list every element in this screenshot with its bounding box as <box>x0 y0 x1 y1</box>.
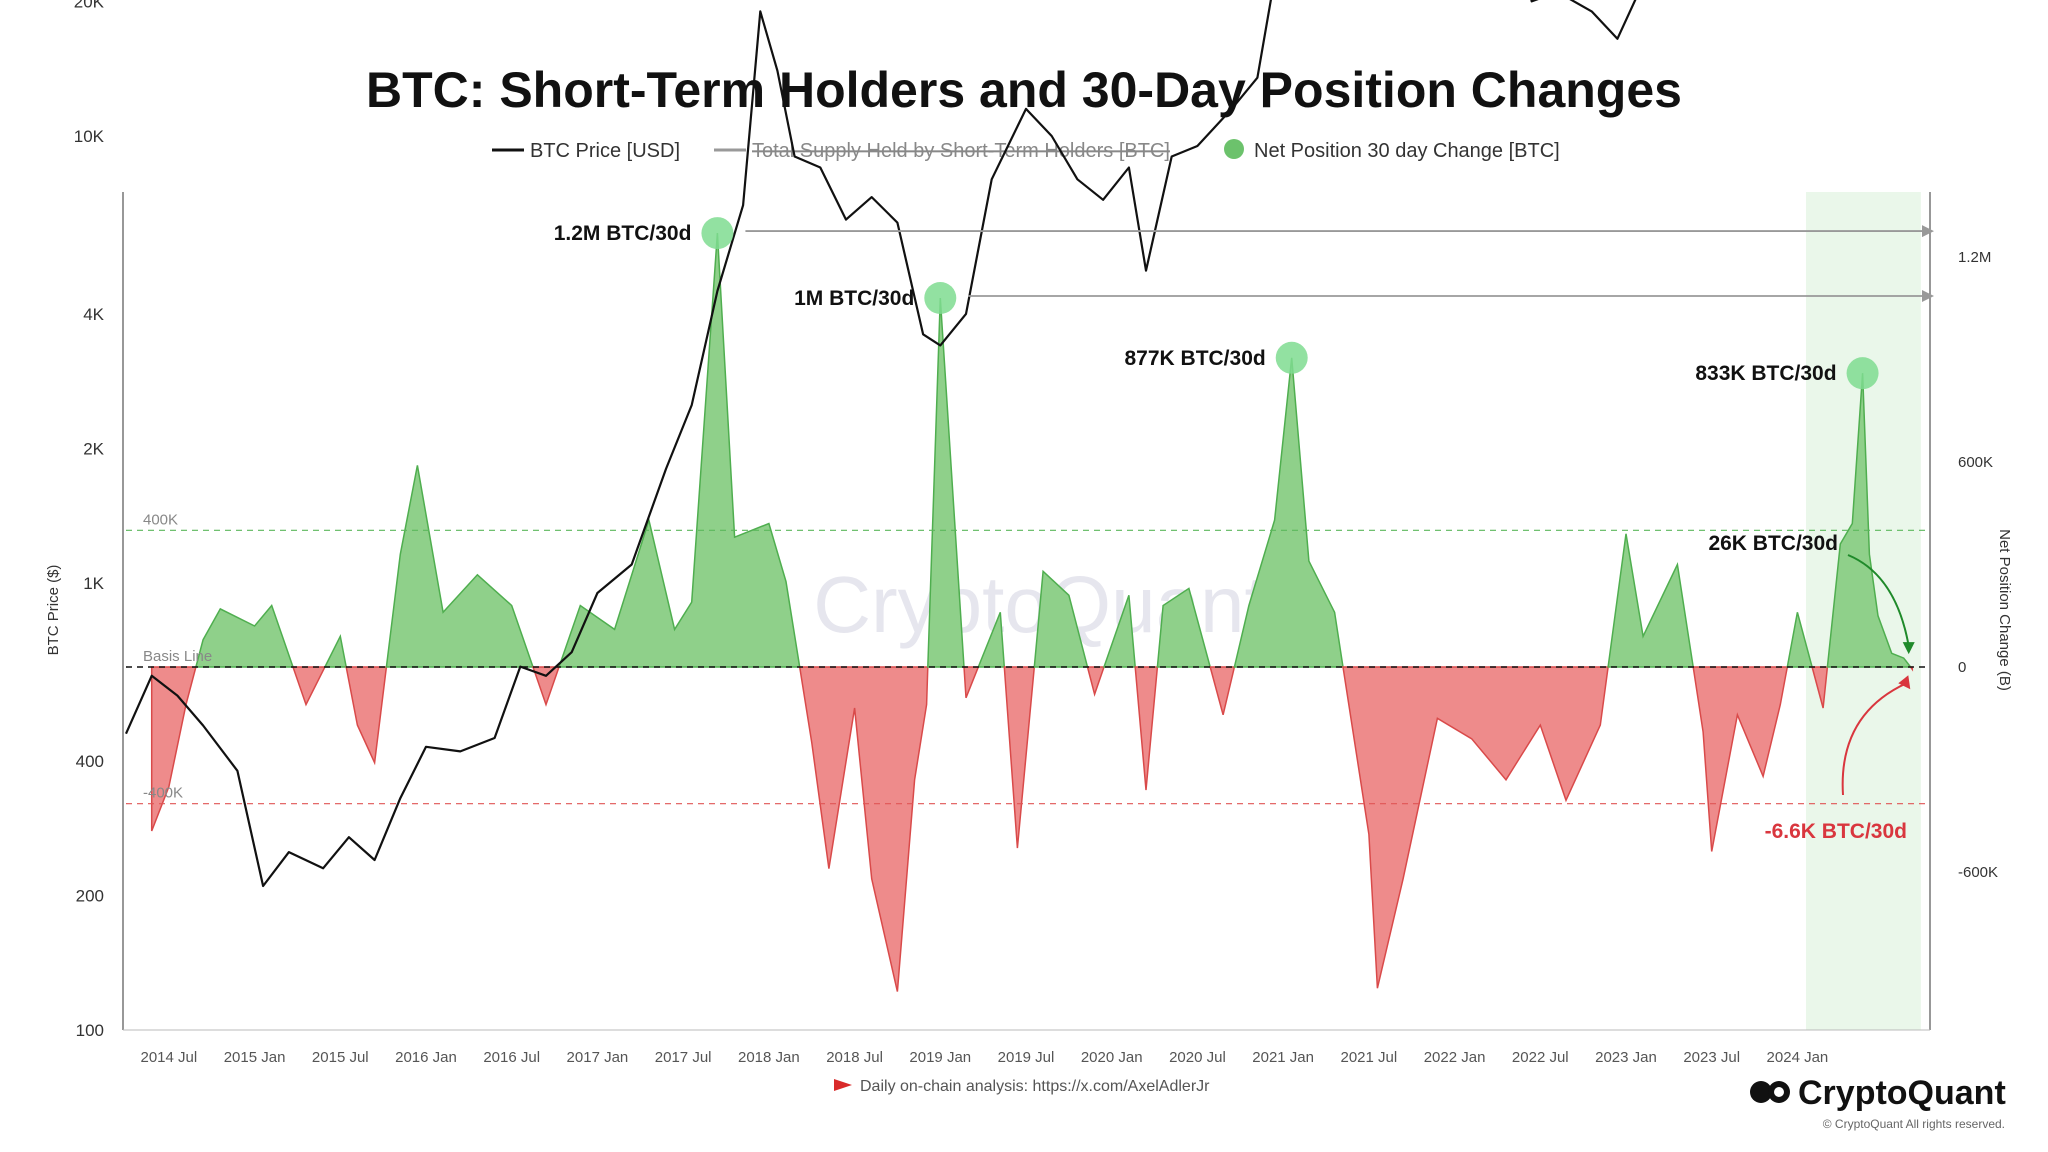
legend-swatch-net-position <box>1224 139 1244 159</box>
brand-logo-icon <box>1750 1081 1772 1103</box>
brand-logo-icon-inner <box>1774 1087 1784 1097</box>
legend-label-price[interactable]: BTC Price [USD] <box>530 140 680 162</box>
x-tick-label-0: 2014 Jul <box>140 1049 197 1066</box>
left-tick-label-6: 400 <box>76 752 104 771</box>
annotation-arrow-head-5 <box>1898 675 1911 690</box>
negative-area-segment-4 <box>345 666 388 766</box>
left-tick-label-2: 10K <box>74 127 105 146</box>
negative-area-segment-20 <box>1342 666 1609 989</box>
positive-area-segment-9 <box>927 297 965 668</box>
annotation-label-5: -6.6K BTC/30d <box>1765 820 1907 843</box>
chart-title: BTC: Short-Term Holders and 30-Day Posit… <box>366 62 1682 118</box>
x-tick-label-19: 2024 Jan <box>1767 1049 1829 1066</box>
left-tick-label-1: 20K <box>74 0 105 11</box>
x-tick-label-4: 2016 Jul <box>483 1049 540 1066</box>
reference-lines: 400K Basis Line -400K <box>126 511 1926 805</box>
negative-area-segment-12 <box>1003 666 1036 849</box>
net-position-area <box>150 233 1914 992</box>
annotation-arrow-head-4 <box>1902 642 1915 655</box>
negative-area-segment-8 <box>798 666 929 992</box>
left-tick-label-3: 4K <box>83 305 104 324</box>
negative-area-segment-24 <box>1811 666 1829 709</box>
x-tick-label-13: 2021 Jan <box>1252 1049 1314 1066</box>
left-tick-label-5: 1K <box>83 574 104 593</box>
right-tick-label-0: 1.2M <box>1958 249 1991 266</box>
peak-marker-3 <box>1846 357 1879 390</box>
brand-logo: CryptoQuant <box>1750 1074 2006 1112</box>
negative-area-segment-16 <box>1134 666 1159 791</box>
annotation-arrow-4 <box>1847 554 1910 647</box>
x-tick-label-2: 2015 Jul <box>312 1049 369 1066</box>
positive-area-segment-7 <box>557 233 801 668</box>
peak-marker-1 <box>924 282 957 314</box>
positive-area-segment-21 <box>1607 533 1695 668</box>
x-tick-label-10: 2019 Jul <box>998 1049 1055 1066</box>
legend: BTC Price [USD] Total Supply Held by Sho… <box>492 139 1560 162</box>
x-tick-label-11: 2020 Jan <box>1081 1049 1143 1066</box>
annotation-label-2: 877K BTC/30d <box>1124 347 1265 370</box>
left-tick-label-7: 200 <box>76 886 104 905</box>
btc-price-series <box>124 0 1637 888</box>
positive-area-segment-5 <box>385 465 535 668</box>
legend-label-net-position[interactable]: Net Position 30 day Change [BTC] <box>1254 140 1560 162</box>
x-tick-label-18: 2023 Jul <box>1683 1049 1740 1066</box>
right-axis-ticks: 1.2M 600K 0 -600K <box>1958 249 1998 881</box>
x-tick-label-7: 2018 Jan <box>738 1049 800 1066</box>
btc-price-line <box>124 0 1637 888</box>
peak-marker-0 <box>701 217 734 250</box>
reference-line-label-0: 400K <box>143 511 178 528</box>
x-tick-label-14: 2021 Jul <box>1340 1049 1397 1066</box>
x-tick-label-15: 2022 Jan <box>1424 1049 1486 1066</box>
reference-arrow-head-0 <box>1922 225 1934 238</box>
positive-area-segment-11 <box>977 612 1006 668</box>
x-tick-label-8: 2018 Jul <box>826 1049 883 1066</box>
annotation-label-1: 1M BTC/30d <box>794 287 914 310</box>
negative-area-segment-22 <box>1692 666 1789 852</box>
annotation-arrow-5 <box>1841 682 1907 796</box>
x-tick-label-17: 2023 Jan <box>1595 1049 1657 1066</box>
positive-area-segment-3 <box>323 633 348 668</box>
negative-area-segment-18 <box>1209 666 1236 715</box>
reference-arrow-head-1 <box>1922 290 1934 302</box>
x-tick-label-6: 2017 Jul <box>655 1049 712 1066</box>
source-text[interactable]: Daily on-chain analysis: https://x.com/A… <box>860 1078 1210 1095</box>
right-tick-label-2: 0 <box>1958 659 1966 676</box>
positive-area-segment-19 <box>1233 357 1344 668</box>
x-tick-label-5: 2017 Jan <box>567 1049 629 1066</box>
negative-area-segment-10 <box>963 666 980 699</box>
x-tick-label-3: 2016 Jan <box>395 1049 457 1066</box>
positive-area-segment-25 <box>1826 373 1913 668</box>
positive-area-segment-17 <box>1156 587 1212 668</box>
left-axis-label: BTC Price ($) <box>45 565 62 656</box>
source-arrow-icon <box>834 1079 852 1091</box>
right-tick-label-3: -600K <box>1958 864 1998 881</box>
right-tick-label-1: 600K <box>1958 454 1993 471</box>
right-axis-label: Net Position Change (B) <box>1996 529 2013 691</box>
legend-label-supply[interactable]: Total Supply Held by Short-Term Holders … <box>752 140 1170 162</box>
copyright: © CryptoQuant All rights reserved. <box>1823 1117 2005 1131</box>
x-tick-label-1: 2015 Jan <box>224 1049 286 1066</box>
x-tick-label-12: 2020 Jul <box>1169 1049 1226 1066</box>
negative-area-segment-2 <box>291 666 327 707</box>
x-tick-label-16: 2022 Jul <box>1512 1049 1569 1066</box>
annotation-label-3: 833K BTC/30d <box>1695 362 1836 385</box>
reference-line-label-2: -400K <box>143 785 183 802</box>
annotations: 1.2M BTC/30d 1M BTC/30d 877K BTC/30d 833K B… <box>554 217 1934 843</box>
left-tick-label-4: 2K <box>83 439 104 458</box>
negative-area-segment-14 <box>1086 666 1106 697</box>
positive-area-segment-13 <box>1033 569 1089 668</box>
annotation-label-4: 26K BTC/30d <box>1708 532 1838 555</box>
left-axis-ticks: 40K20K10K4K2K1K400200100 <box>74 0 105 1040</box>
left-tick-label-8: 100 <box>76 1021 104 1040</box>
x-axis-ticks: 2014 Jul 2015 Jan 2015 Jul 2016 Jan 2016 Jul… <box>140 1049 1828 1066</box>
annotation-label-0: 1.2M BTC/30d <box>554 222 692 245</box>
brand-name: CryptoQuant <box>1798 1074 2006 1112</box>
peak-marker-2 <box>1275 341 1308 374</box>
reference-line-label-1: Basis Line <box>143 648 212 665</box>
x-tick-label-9: 2019 Jan <box>909 1049 971 1066</box>
